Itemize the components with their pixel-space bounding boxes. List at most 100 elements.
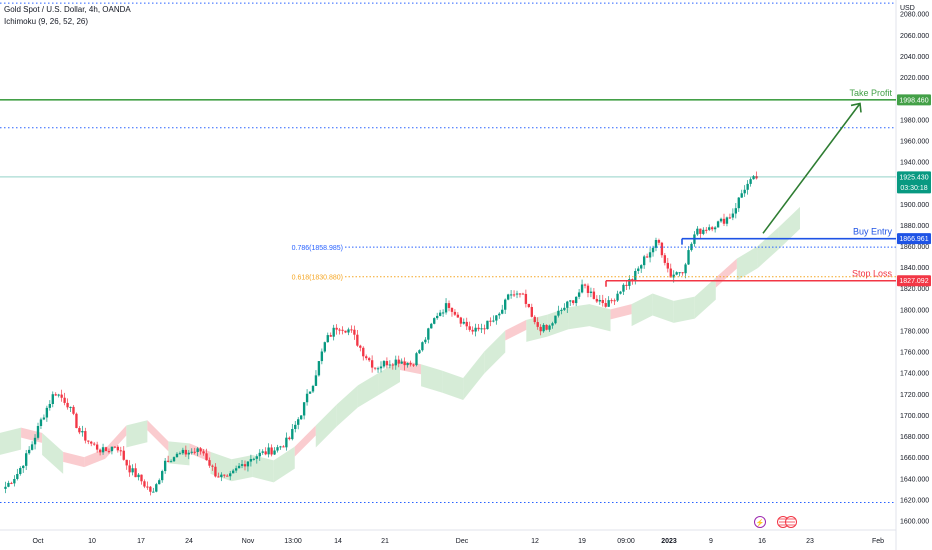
symbol-title[interactable]: Gold Spot / U.S. Dollar, 4h, OANDA: [4, 5, 131, 14]
trade-levels: Take Profit Buy Entry Stop Loss: [0, 88, 896, 287]
candle-body: [616, 293, 619, 301]
cloud-segment: [21, 427, 43, 443]
candle-body: [264, 451, 267, 455]
y-tick-label: 1980.000: [900, 117, 929, 124]
candle-body: [640, 265, 643, 269]
candle-body: [273, 450, 276, 455]
candle-body: [202, 451, 205, 454]
arrow-head: [850, 102, 862, 113]
candle-body: [433, 318, 436, 324]
candle-body: [480, 328, 483, 330]
y-tick-label: 1820.000: [900, 286, 929, 293]
candle-body: [471, 329, 474, 332]
candle-body: [444, 303, 448, 313]
y-tick-label: 2040.000: [900, 54, 929, 61]
cloud-segment: [105, 425, 127, 459]
y-tick-label: 2020.000: [900, 75, 929, 82]
cloud-segment: [421, 364, 443, 393]
candle-body: [190, 451, 193, 453]
take-profit-badge-text: 1998.460: [899, 97, 928, 104]
candle-body: [453, 311, 457, 315]
candle-body: [214, 466, 217, 477]
candle-body: [406, 362, 409, 366]
candle-body: [166, 460, 170, 462]
candle-body: [577, 292, 581, 297]
cloud-segment: [42, 432, 64, 474]
take-profit-label: Take Profit: [849, 88, 892, 98]
candle-body: [84, 431, 87, 441]
candle-body: [140, 474, 143, 482]
candle-body: [276, 447, 279, 451]
x-tick-label: 21: [381, 538, 389, 545]
candle-body: [7, 482, 10, 487]
candle-body: [713, 227, 717, 230]
candle-body: [716, 221, 720, 228]
cloud-segment: [673, 296, 695, 323]
candle-body: [648, 252, 652, 258]
candle-body: [702, 229, 705, 234]
candle-body: [501, 309, 504, 314]
candle-body: [430, 323, 433, 329]
candle-body: [634, 270, 637, 281]
candle-body: [308, 391, 312, 394]
candle-body: [181, 449, 185, 454]
y-tick-label: 1640.000: [900, 476, 929, 483]
candle-body: [175, 453, 179, 458]
candle-body: [341, 329, 344, 331]
candle-body: [24, 453, 28, 466]
candle-body: [687, 250, 690, 265]
candle-body: [255, 456, 258, 459]
ichimoku-cloud: [0, 206, 800, 483]
candle-body: [211, 465, 214, 467]
candle-body: [122, 450, 125, 460]
candle-body: [438, 312, 442, 316]
candle-body: [601, 299, 604, 304]
cloud-segment: [526, 314, 548, 342]
candle-body: [415, 353, 418, 366]
candle-body: [708, 227, 711, 230]
candle-body: [113, 446, 117, 448]
candle-body: [731, 213, 735, 218]
candle-body: [93, 443, 96, 445]
candle-body: [610, 300, 613, 302]
candle-body: [572, 300, 575, 304]
candle-body: [229, 473, 232, 477]
candle-body: [397, 359, 400, 364]
candle-body: [746, 183, 749, 190]
candle-body: [560, 309, 563, 311]
candle-body: [359, 345, 362, 348]
y-tick-label: 1780.000: [900, 328, 929, 335]
candle-body: [365, 356, 368, 359]
y-tick-label: 1700.000: [900, 413, 929, 420]
candle-body: [663, 255, 667, 263]
cloud-segment: [0, 427, 22, 455]
candle-body: [72, 406, 75, 414]
cloud-segment: [694, 277, 716, 319]
candle-body: [512, 294, 516, 296]
x-axis: Oct 10 17 24 Nov 13:00 14 21 Dec 12 19 09:00 2023 9 16…: [33, 538, 885, 545]
indicator-label[interactable]: Ichimoku (9, 26, 52, 26): [4, 17, 89, 26]
candle-body: [642, 256, 646, 266]
candle-body: [403, 361, 406, 366]
candle-body: [672, 274, 675, 278]
y-tick-label: 1840.000: [900, 265, 929, 272]
candle-body: [719, 218, 723, 222]
candle-body: [645, 256, 649, 258]
y-tick-label: 1860.000: [900, 244, 929, 251]
candle-body: [237, 465, 241, 469]
y-tick-label: 1800.000: [900, 307, 929, 314]
candle-body: [468, 326, 471, 330]
candle-body: [258, 452, 261, 457]
current-price-badge-text: 1925.430: [899, 174, 928, 181]
x-tick-label: 09:00: [617, 538, 635, 545]
cloud-segment: [315, 404, 337, 448]
candle-body: [90, 441, 93, 444]
candle-body: [101, 447, 105, 453]
cloud-segment: [484, 330, 506, 374]
candle-body: [427, 328, 430, 340]
candle-body: [459, 317, 463, 324]
cloud-segment: [357, 372, 379, 408]
candle-body: [441, 312, 445, 314]
candle-body: [669, 268, 672, 278]
